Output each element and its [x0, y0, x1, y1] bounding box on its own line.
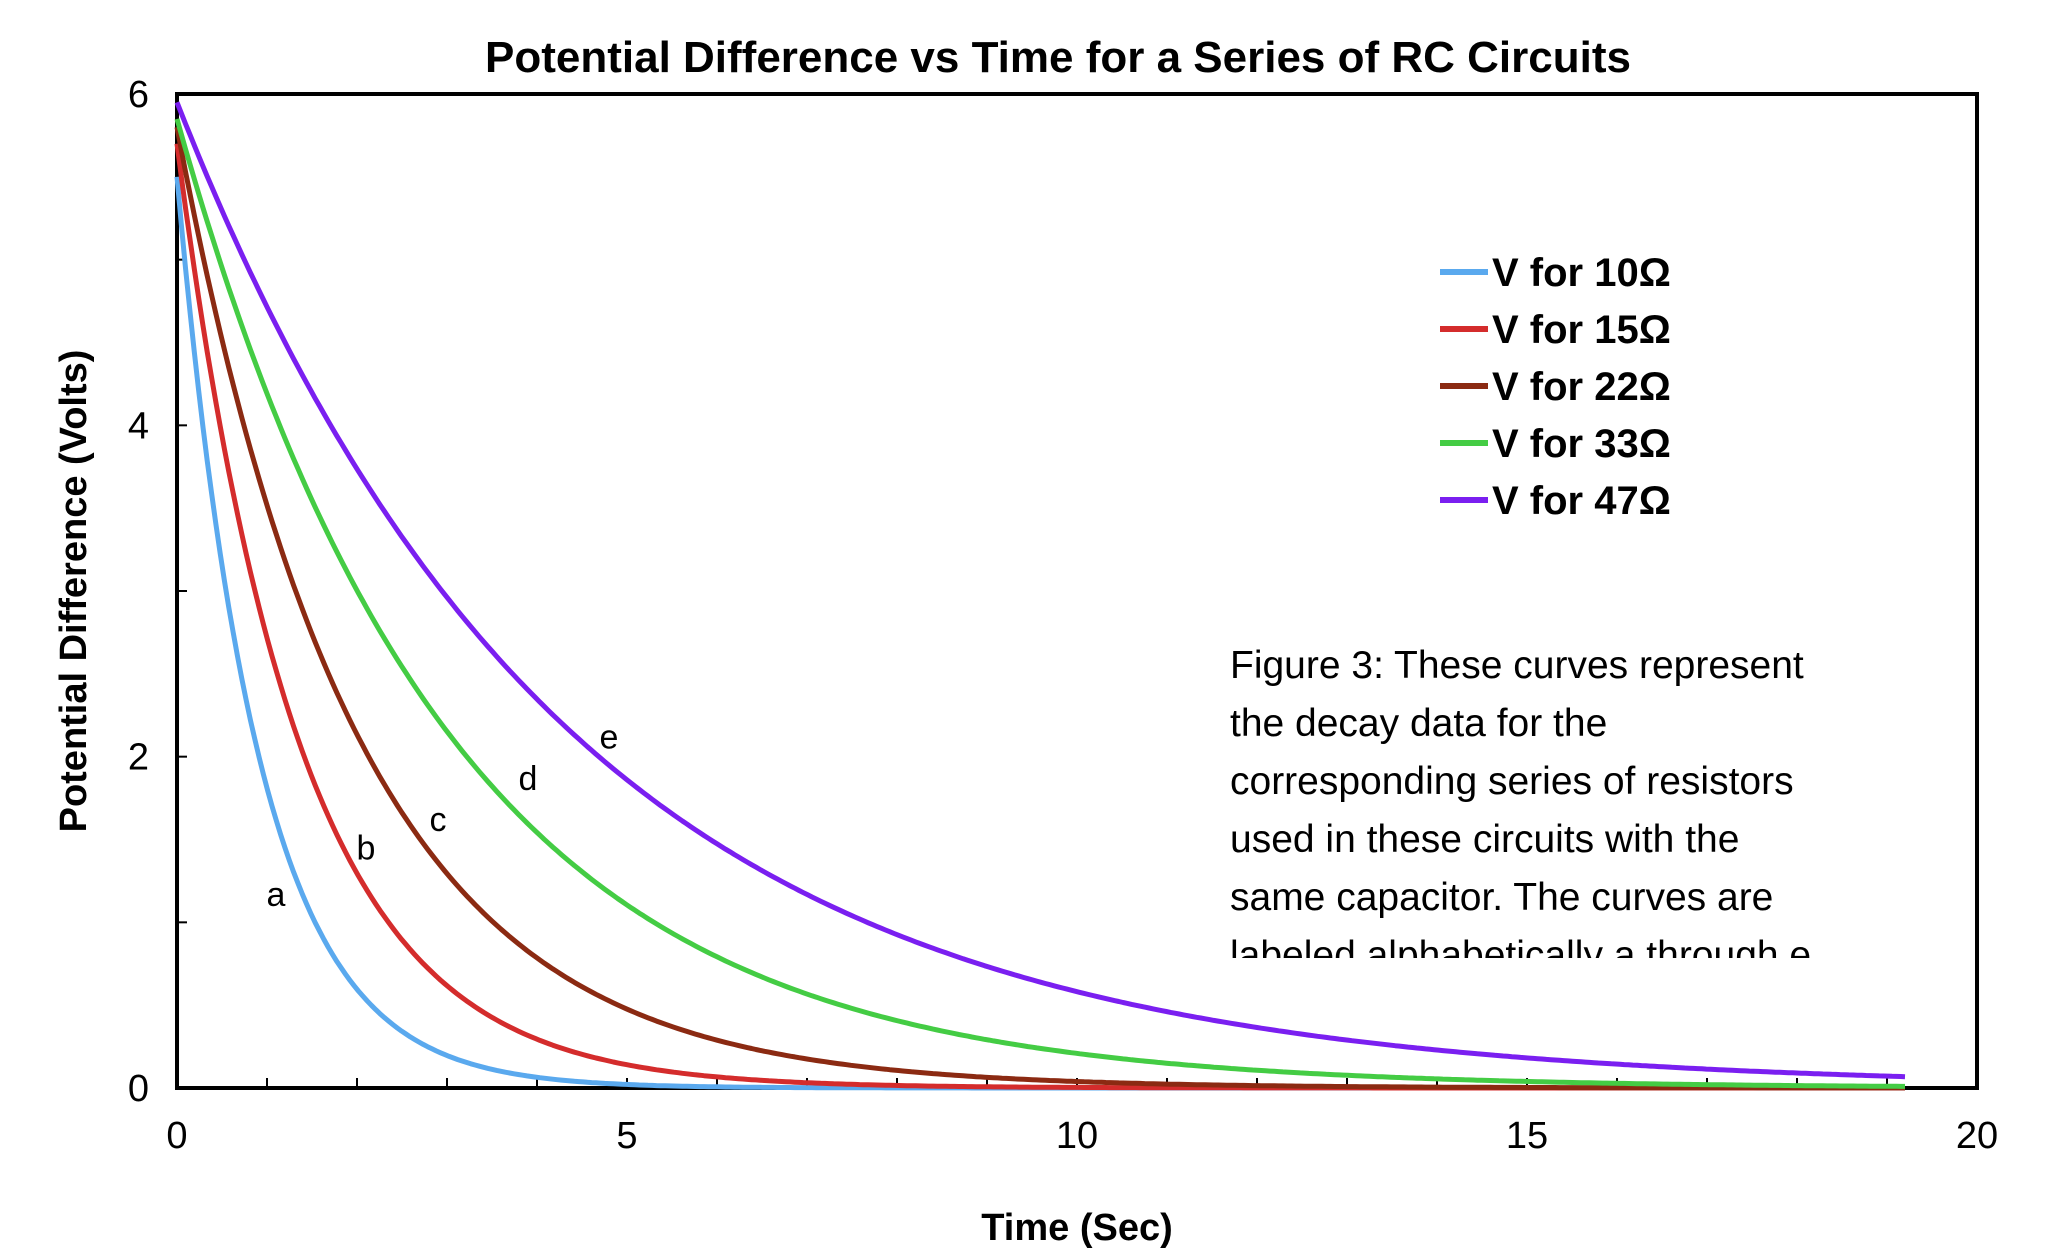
caption-line: Figure 3: These curves represent — [1230, 644, 1804, 687]
y-tick-label: 2 — [128, 737, 149, 779]
caption-line: corresponding series of resistors — [1230, 760, 1794, 803]
series-line-e — [174, 101, 1906, 1080]
caption-line: labeled alphabetically a through e — [1230, 934, 1811, 977]
caption-line: used in these circuits with the — [1230, 818, 1739, 861]
chart-title: Potential Difference vs Time for a Serie… — [485, 33, 1631, 82]
caption-line: same capacitor. The curves are — [1230, 876, 1773, 919]
x-tick-label: 5 — [616, 1115, 637, 1157]
legend-label: V for 33Ω — [1492, 422, 1671, 466]
legend-label: V for 15Ω — [1492, 308, 1671, 352]
legend-label: V for 10Ω — [1492, 251, 1671, 295]
y-tick-labels: 0 2 4 6 — [128, 74, 149, 1110]
figure-caption: Figure 3: These curves represent the deca… — [1230, 644, 1811, 977]
y-tick-label: 4 — [128, 405, 149, 447]
series-line-c — [174, 126, 1905, 1091]
legend-label: V for 22Ω — [1492, 365, 1671, 409]
curve-label-b: b — [357, 829, 376, 867]
y-tick-label: 0 — [128, 1068, 149, 1110]
curve-labels: a b c d e — [267, 718, 619, 913]
y-tick-label: 6 — [128, 74, 149, 116]
x-tick-label: 15 — [1506, 1115, 1548, 1157]
series-line-d — [174, 118, 1905, 1089]
legend-label: V for 47Ω — [1492, 479, 1671, 523]
curve-label-a: a — [267, 876, 286, 914]
x-tick-label: 20 — [1956, 1115, 1998, 1157]
plot-area: a b c d e — [174, 92, 1979, 1091]
x-tick-labels: 0 5 10 15 20 — [166, 1115, 1998, 1157]
curve-label-c: c — [430, 801, 447, 839]
x-axis-label: Time (Sec) — [981, 1207, 1172, 1249]
x-tick-label: 10 — [1056, 1115, 1098, 1157]
caption-line: the decay data for the — [1230, 702, 1607, 745]
x-tick-label: 0 — [166, 1115, 187, 1157]
curves — [174, 101, 1906, 1091]
curve-label-e: e — [600, 718, 619, 756]
legend: V for 10Ω V for 15Ω V for 22Ω V for 33Ω V fo… — [1440, 251, 1671, 523]
plot-frame — [175, 92, 1979, 1090]
y-axis-label: Potential Difference (Volts) — [53, 350, 95, 833]
curve-label-d: d — [519, 760, 538, 798]
